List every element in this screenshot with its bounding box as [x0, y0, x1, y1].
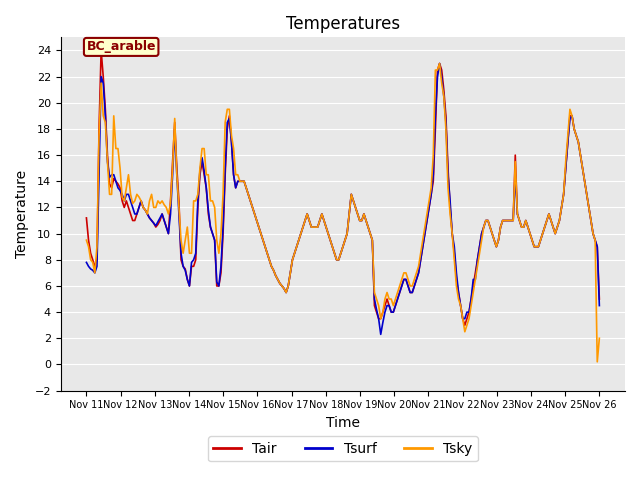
Tair: [264, 251, 271, 256]
Tair: [328, 244, 336, 250]
Line: Tair: Tair: [86, 50, 599, 325]
Tsky: [261, 244, 269, 250]
Tsurf: [261, 244, 269, 250]
Tsky: [337, 251, 344, 256]
Tair: [122, 198, 130, 204]
Tsurf: [83, 260, 90, 265]
Line: Tsky: Tsky: [86, 63, 599, 362]
Tsky: [238, 179, 246, 184]
Tair: [339, 244, 347, 250]
Tsky: [83, 237, 90, 243]
Legend: Tair, Tsurf, Tsky: Tair, Tsurf, Tsky: [208, 436, 478, 461]
Text: BC_arable: BC_arable: [86, 40, 156, 53]
Tsurf: [436, 60, 444, 66]
Tsurf: [337, 251, 344, 256]
Tair: [461, 323, 468, 328]
Line: Tsurf: Tsurf: [86, 63, 599, 335]
Tair: [240, 179, 248, 184]
Tair: [83, 215, 90, 221]
Tsurf: [238, 179, 246, 184]
Tsky: [436, 60, 444, 66]
Tsky: [595, 336, 603, 341]
Tsurf: [595, 303, 603, 309]
Tsky: [152, 204, 159, 210]
Tsky: [593, 359, 601, 365]
Title: Temperatures: Temperatures: [286, 15, 400, 33]
Tair: [595, 296, 603, 302]
Tair: [97, 48, 105, 53]
Tsurf: [326, 237, 334, 243]
X-axis label: Time: Time: [326, 416, 360, 430]
Tsurf: [120, 198, 128, 204]
Tsky: [120, 198, 128, 204]
Tsurf: [377, 332, 385, 337]
Tsky: [326, 237, 334, 243]
Tsurf: [152, 223, 159, 228]
Tair: [154, 222, 162, 228]
Y-axis label: Temperature: Temperature: [15, 170, 29, 258]
